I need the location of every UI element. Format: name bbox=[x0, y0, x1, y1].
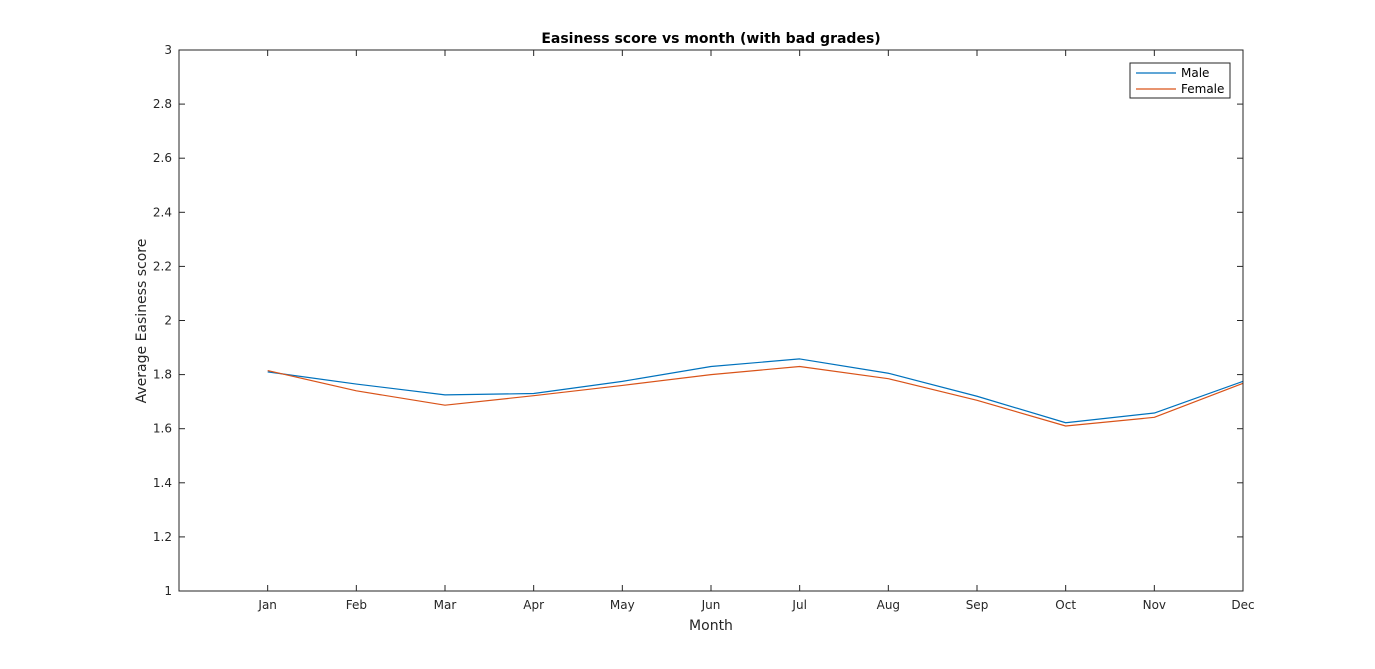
x-axis-label: Month bbox=[689, 618, 733, 634]
x-tick-label: Aug bbox=[877, 598, 900, 612]
y-tick-label: 1.4 bbox=[153, 476, 172, 490]
y-tick-label: 1.6 bbox=[153, 422, 172, 436]
y-tick-label: 3 bbox=[164, 43, 172, 57]
x-tick-label: Mar bbox=[434, 598, 457, 612]
x-tick-label: May bbox=[610, 598, 635, 612]
x-tick-label: Jun bbox=[701, 598, 721, 612]
x-tick-label: Jan bbox=[257, 598, 277, 612]
chart-title: Easiness score vs month (with bad grades… bbox=[541, 31, 880, 47]
x-tick-label: Apr bbox=[523, 598, 544, 612]
y-tick-label: 2 bbox=[164, 314, 172, 328]
x-tick-label: Dec bbox=[1231, 598, 1254, 612]
x-tick-label: Nov bbox=[1143, 598, 1166, 612]
x-tick-label: Feb bbox=[346, 598, 367, 612]
x-tick-label: Jul bbox=[791, 598, 806, 612]
legend-label-male: Male bbox=[1181, 66, 1209, 80]
y-tick-label: 1 bbox=[164, 584, 172, 598]
legend: Male Female bbox=[1130, 63, 1230, 98]
y-tick-label: 1.8 bbox=[153, 368, 172, 382]
y-tick-label: 1.2 bbox=[153, 530, 172, 544]
y-tick-label: 2.8 bbox=[153, 97, 172, 111]
x-tick-label: Oct bbox=[1055, 598, 1076, 612]
y-axis-label: Average Easiness score bbox=[134, 239, 150, 404]
plot-background bbox=[179, 50, 1243, 591]
legend-label-female: Female bbox=[1181, 82, 1224, 96]
x-tick-label: Sep bbox=[966, 598, 989, 612]
y-tick-label: 2.6 bbox=[153, 151, 172, 165]
y-tick-label: 2.4 bbox=[153, 205, 172, 219]
y-tick-label: 2.2 bbox=[153, 259, 172, 273]
